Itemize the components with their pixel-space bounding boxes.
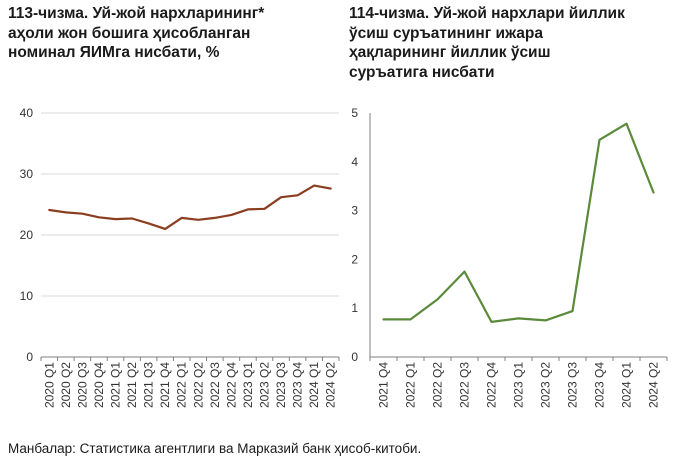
chart-113-data-point (114, 218, 117, 220)
chart-114-title: 114-чизма. Уй-жой нархлари йиллик ўсиш с… (349, 4, 625, 82)
chart-114-xtick-label: 2022 Q2 (431, 362, 445, 408)
chart-114-series-line (382, 122, 655, 323)
chart-113-xtick-label: 2022 Q2 (191, 362, 205, 408)
chart-114-data-point (409, 318, 412, 321)
chart-114-title-line-3: ҳақларининг йиллик ўсиш (349, 44, 551, 61)
chart-114-title-line-2: ўсиш суръатининг ижара (349, 24, 543, 42)
chart-113-data-point (263, 207, 266, 210)
chart-113-data-point (214, 217, 216, 219)
chart-113-xtick-label: 2024 Q1 (307, 362, 321, 408)
chart-114-ytick-label: 1 (351, 301, 358, 315)
chart-113-xtick-label: 2021 Q1 (109, 362, 123, 408)
chart-113-data-point (280, 196, 282, 198)
chart-113-xtick-label: 2022 Q3 (208, 362, 222, 408)
chart-113-data-point (98, 216, 100, 219)
chart-114-xtick-label: 2023 Q3 (566, 362, 580, 408)
chart-114-ytick-label: 0 (351, 350, 358, 364)
chart-114-data-point (571, 310, 574, 312)
chart-113-data-point (329, 187, 332, 190)
chart-114-xtick-label: 2022 Q1 (404, 362, 418, 408)
chart-113-data-point (164, 228, 166, 230)
chart-113-xtick-label: 2022 Q4 (224, 362, 238, 408)
chart-114-xtick-label: 2023 Q4 (593, 362, 607, 408)
chart-113-data-point (197, 218, 200, 221)
source-note: Манбалар: Статистика агентлиги ва Марказ… (8, 441, 422, 456)
chart-113-title-line-2: аҳоли жон бошига ҳисобланган (8, 24, 251, 42)
chart-114-data-point (625, 122, 628, 125)
chart-114-xtick-label: 2024 Q1 (620, 362, 634, 408)
chart-113-title: 113-чизма. Уй-жой нархларининг* аҳоли жо… (8, 4, 264, 63)
chart-114-data-point (436, 298, 439, 301)
chart-113-xtick-label: 2020 Q2 (59, 362, 73, 408)
chart-114-data-point (598, 139, 601, 141)
chart-113-ytick-label: 0 (26, 350, 33, 364)
chart-113-xtick-label: 2020 Q1 (42, 362, 56, 408)
chart-114-data-point (490, 321, 493, 323)
chart-113-xtick-label: 2020 Q4 (92, 362, 106, 408)
chart-113-ytick-label: 20 (20, 228, 34, 242)
chart-113-data-point (65, 211, 67, 214)
chart-113-title-line-3: номинал ЯИМга нисбати, % (8, 44, 220, 61)
chart-113-data-point (230, 214, 233, 216)
chart-114-ytick-label: 5 (351, 106, 358, 120)
chart-113-ytick-label: 40 (20, 106, 34, 120)
chart-113-data-point (131, 217, 133, 220)
chart-113-ytick-label: 10 (20, 289, 34, 303)
chart-113-data-point (296, 194, 299, 197)
chart-114-title-line-1: 114-чизма. Уй-жой нархлари йиллик (349, 5, 625, 22)
chart-113-xtick-label: 2022 Q1 (175, 362, 189, 408)
chart-113-data-point (313, 184, 315, 187)
chart-113-data-point (247, 208, 249, 211)
chart-113-ytick-label: 30 (20, 167, 34, 181)
chart-113-data-point (48, 209, 51, 211)
chart-114-data-point (544, 319, 547, 322)
chart-114-xtick-label: 2022 Q4 (485, 362, 499, 408)
chart-114-data-point (652, 191, 655, 194)
chart-113-xtick-label: 2023 Q1 (241, 362, 255, 408)
chart-113-xtick-label: 2021 Q2 (125, 362, 139, 408)
chart-114-data-point (463, 270, 466, 273)
chart-114-ytick-label: 4 (351, 155, 358, 169)
chart-113-xtick-label: 2021 Q3 (142, 362, 156, 408)
chart-113-data-point (81, 212, 84, 215)
chart-113-xtick-label: 2023 Q4 (291, 362, 305, 408)
chart-113-series-line (48, 184, 332, 230)
chart-113-data-point (180, 217, 183, 219)
chart-114-xtick-label: 2023 Q2 (539, 362, 553, 408)
chart-114-title-line-4: суръатига нисбати (349, 63, 495, 81)
chart-113-xtick-label: 2023 Q3 (274, 362, 288, 408)
chart-114-xtick-label: 2023 Q1 (512, 362, 526, 408)
chart-114-xtick-label: 2021 Q4 (377, 362, 391, 408)
chart-113-xtick-label: 2024 Q2 (324, 362, 338, 408)
chart-113-xtick-label: 2021 Q4 (158, 362, 172, 408)
chart-113-xtick-label: 2023 Q2 (258, 362, 272, 408)
chart-114-xtick-label: 2024 Q2 (647, 362, 661, 408)
chart-114-data-point (382, 318, 385, 321)
chart-113-xtick-label: 2020 Q3 (75, 362, 89, 408)
chart-113-data-point (147, 222, 150, 225)
chart-114-ytick-label: 3 (351, 204, 358, 218)
chart-114-xtick-label: 2022 Q3 (458, 362, 472, 408)
chart-113-title-line-1: 113-чизма. Уй-жой нархларининг* (8, 5, 265, 22)
chart-114-ytick-label: 2 (351, 252, 358, 266)
chart-114-data-point (517, 317, 520, 320)
